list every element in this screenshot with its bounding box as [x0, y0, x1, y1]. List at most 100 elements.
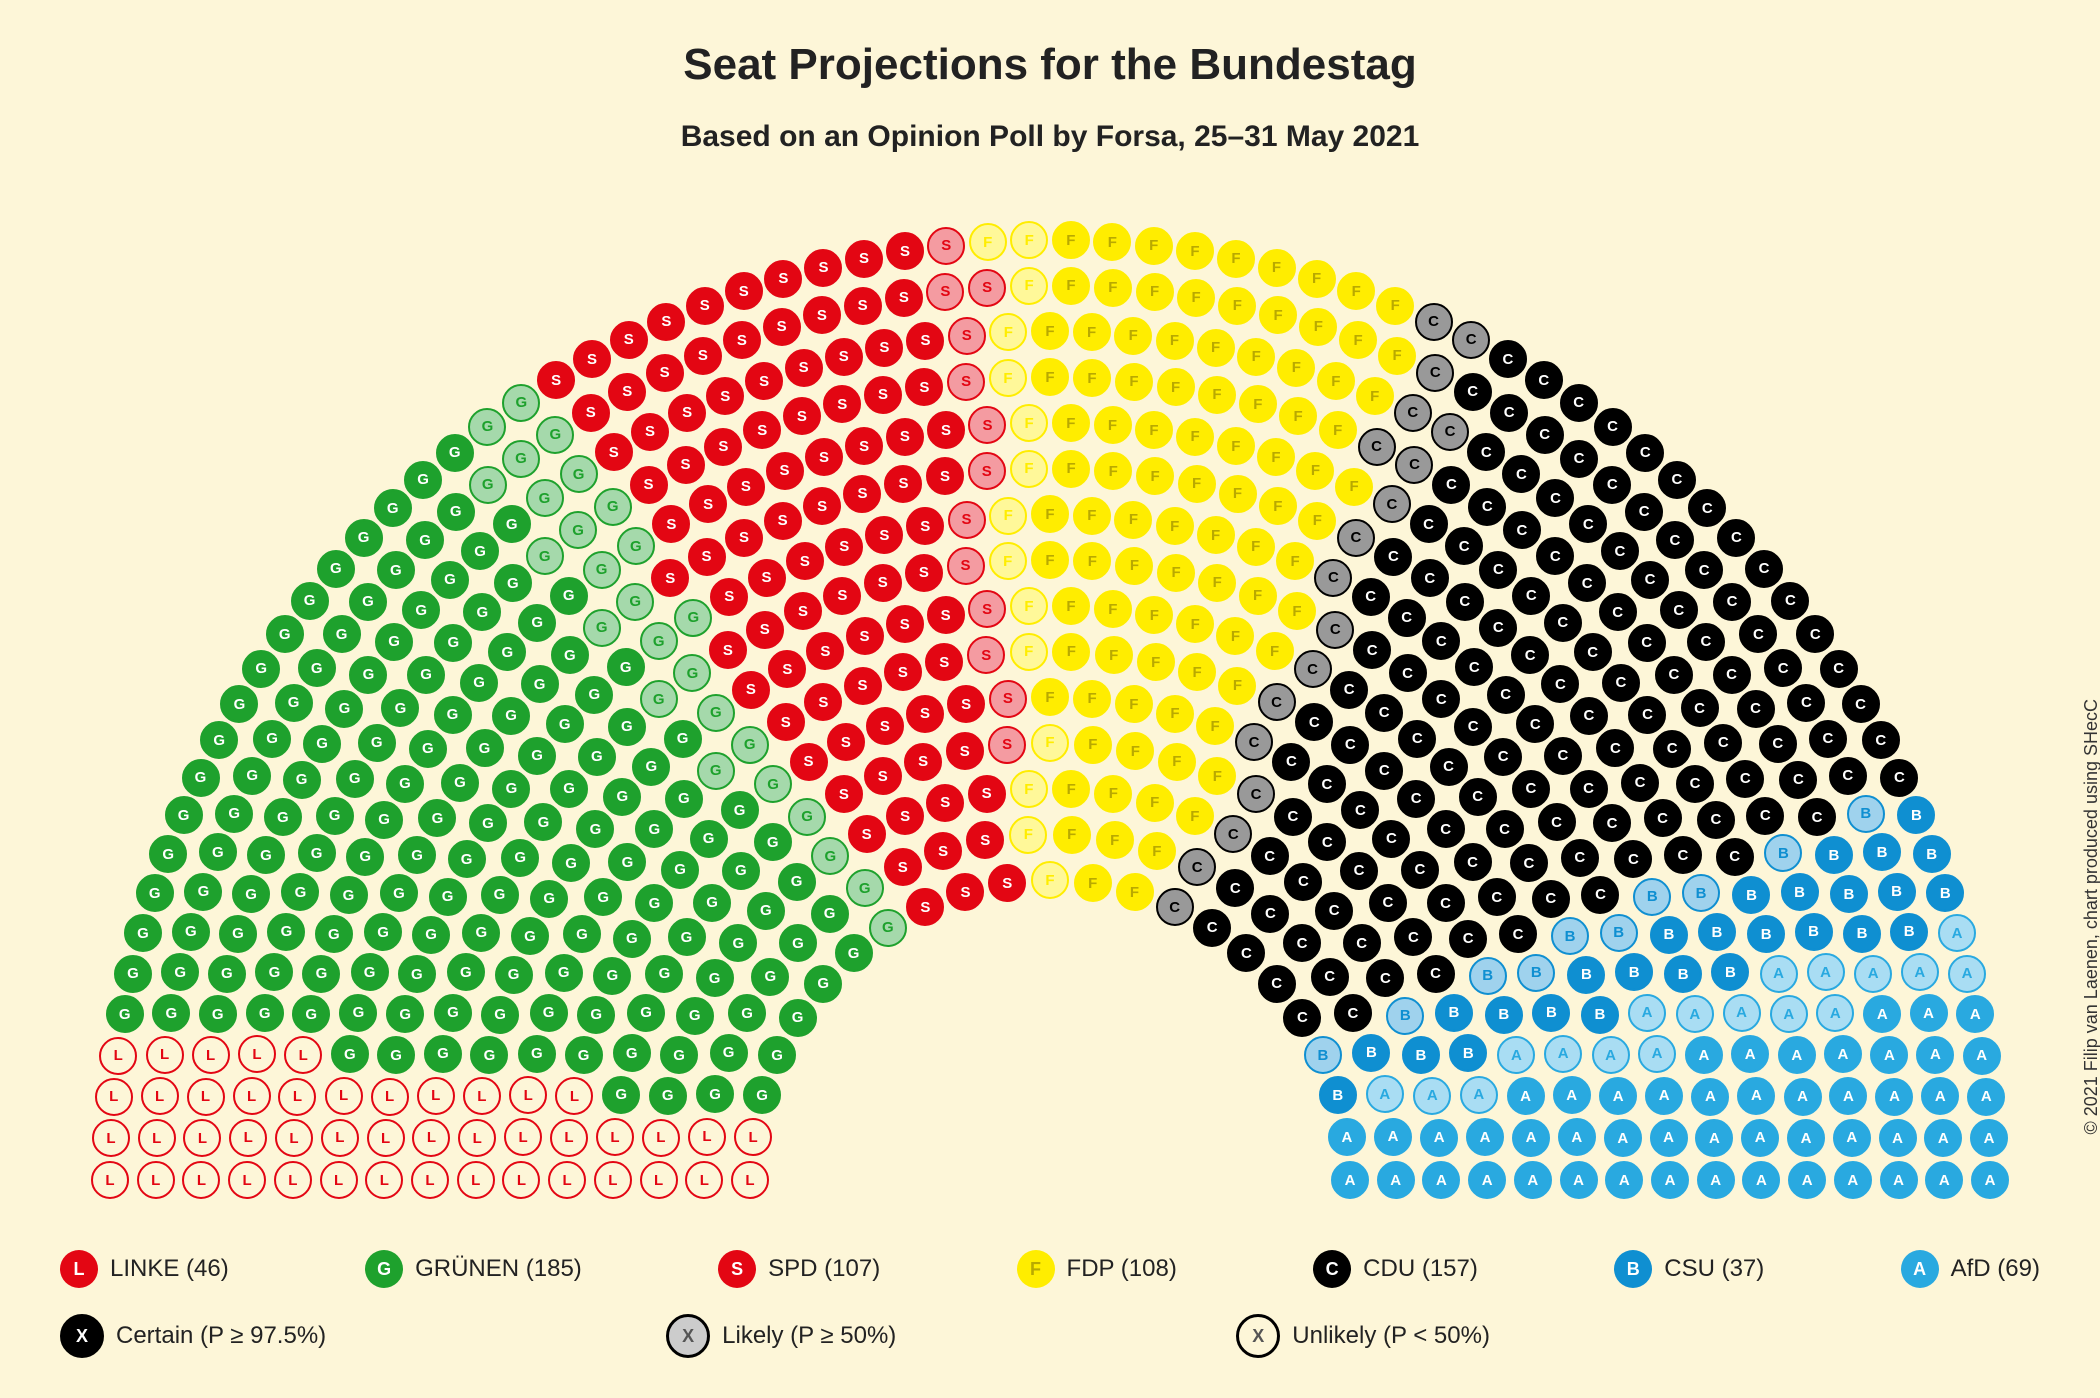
seat-fdp: F	[1277, 349, 1315, 387]
seat-grunen: G	[518, 737, 556, 775]
seat-afd: A	[1910, 994, 1948, 1032]
seat-cdu: C	[1489, 340, 1527, 378]
seat-fdp: F	[1157, 368, 1195, 406]
page-title: Seat Projections for the Bundestag	[0, 40, 2100, 90]
seat-csu: B	[1386, 997, 1424, 1035]
seat-grunen: G	[804, 965, 842, 1003]
seat-grunen: G	[315, 915, 353, 953]
seat-linke: L	[734, 1118, 772, 1156]
seat-grunen: G	[165, 796, 203, 834]
seat-csu: B	[1402, 1036, 1440, 1074]
seat-linke: L	[550, 1119, 588, 1157]
seat-afd: A	[1560, 1161, 1598, 1199]
seat-fdp: F	[1010, 267, 1048, 305]
seat-afd: A	[1599, 1077, 1637, 1115]
seat-spd: S	[845, 240, 883, 278]
legend-item-linke: LLINKE (46)	[60, 1250, 229, 1288]
seat-spd: S	[886, 418, 924, 456]
seat-grunen: G	[697, 694, 735, 732]
seat-cdu: C	[1737, 690, 1775, 728]
seat-afd: A	[1512, 1119, 1550, 1157]
seat-afd: A	[1737, 1077, 1775, 1115]
seat-fdp: F	[1158, 743, 1196, 781]
seat-fdp: F	[1052, 404, 1090, 442]
seat-cdu: C	[1626, 434, 1664, 472]
seat-cdu: C	[1389, 654, 1427, 692]
seat-cdu: C	[1251, 895, 1289, 933]
seat-cdu: C	[1343, 924, 1381, 962]
seat-grunen: G	[418, 799, 456, 837]
seat-cdu: C	[1593, 466, 1631, 504]
seat-spd: S	[904, 743, 942, 781]
seat-cdu: C	[1337, 519, 1375, 557]
seat-afd: A	[1787, 1119, 1825, 1157]
seat-linke: L	[457, 1161, 495, 1199]
seat-cdu: C	[1459, 778, 1497, 816]
seat-cdu: C	[1525, 361, 1563, 399]
seat-grunen: G	[722, 852, 760, 890]
seat-spd: S	[848, 815, 886, 853]
seat-linke: L	[411, 1161, 449, 1199]
seat-csu: B	[1352, 1034, 1390, 1072]
legend-cert-dot-unlikely: X	[1236, 1314, 1280, 1358]
seat-spd: S	[906, 507, 944, 545]
seat-spd: S	[786, 542, 824, 580]
seat-cdu: C	[1358, 428, 1396, 466]
seat-fdp: F	[1052, 633, 1090, 671]
seat-grunen: G	[200, 721, 238, 759]
seat-spd: S	[725, 519, 763, 557]
seat-spd: S	[803, 296, 841, 334]
seat-cdu: C	[1427, 884, 1465, 922]
seat-grunen: G	[448, 840, 486, 878]
seat-grunen: G	[404, 461, 442, 499]
seat-cdu: C	[1272, 743, 1310, 781]
seat-grunen: G	[365, 801, 403, 839]
seat-grunen: G	[673, 654, 711, 692]
seat-fdp: F	[989, 313, 1027, 351]
seat-spd: S	[684, 337, 722, 375]
seat-spd: S	[884, 465, 922, 503]
seat-grunen: G	[345, 519, 383, 557]
seat-grunen: G	[267, 913, 305, 951]
seat-linke: L	[458, 1119, 496, 1157]
seat-cdu: C	[1664, 836, 1702, 874]
seat-grunen: G	[530, 994, 568, 1032]
seat-spd: S	[790, 743, 828, 781]
seat-spd: S	[968, 775, 1006, 813]
seat-cdu: C	[1614, 840, 1652, 878]
seat-cdu: C	[1820, 650, 1858, 688]
seat-grunen: G	[429, 878, 467, 916]
seat-csu: B	[1650, 916, 1688, 954]
seat-linke: L	[138, 1119, 176, 1157]
seat-cdu: C	[1446, 583, 1484, 621]
seat-grunen: G	[431, 561, 469, 599]
seat-spd: S	[706, 377, 744, 415]
legend-dot-spd: S	[718, 1250, 756, 1288]
seat-afd: A	[1948, 955, 1986, 993]
seat-spd: S	[926, 457, 964, 495]
seat-spd: S	[827, 723, 865, 761]
seat-fdp: F	[1115, 685, 1153, 723]
legend-item-csu: BCSU (37)	[1614, 1250, 1764, 1288]
seat-fdp: F	[1176, 418, 1214, 456]
seat-cdu: C	[1560, 440, 1598, 478]
seat-linke: L	[367, 1119, 405, 1157]
seat-grunen: G	[754, 823, 792, 861]
seat-cdu: C	[1798, 798, 1836, 836]
seat-afd: A	[1651, 1161, 1689, 1199]
seat-linke: L	[274, 1161, 312, 1199]
seat-grunen: G	[518, 604, 556, 642]
seat-csu: B	[1581, 996, 1619, 1034]
seat-fdp: F	[1237, 528, 1275, 566]
seat-grunen: G	[779, 999, 817, 1037]
seat-afd: A	[1604, 1119, 1642, 1157]
seat-afd: A	[1466, 1118, 1504, 1156]
seat-fdp: F	[1197, 516, 1235, 554]
legend-dot-afd: A	[1901, 1250, 1939, 1288]
seat-linke: L	[417, 1077, 455, 1115]
seat-grunen: G	[481, 876, 519, 914]
seat-cdu: C	[1541, 665, 1579, 703]
seat-csu: B	[1532, 994, 1570, 1032]
seat-cdu: C	[1484, 738, 1522, 776]
seat-fdp: F	[1053, 816, 1091, 854]
